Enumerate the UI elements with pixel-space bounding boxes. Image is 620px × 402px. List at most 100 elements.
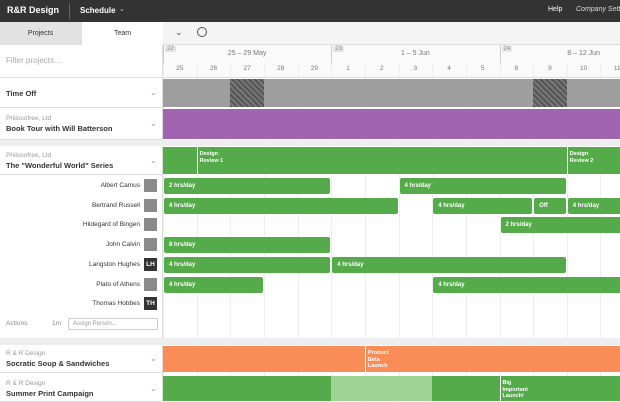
project-client: Philosofree, Ltd [6, 151, 52, 159]
booking-bar[interactable]: 4 hrs/day [433, 276, 620, 293]
menu-caret: ⌄ [119, 6, 125, 13]
left-border [162, 45, 163, 402]
date-header [163, 45, 620, 78]
avatar: LH [144, 257, 157, 271]
project-title[interactable]: Time Off [6, 89, 37, 98]
week-number: 24 [501, 46, 513, 52]
day-label: 10 [580, 65, 588, 72]
day-label: 9 [548, 65, 552, 72]
project-row [0, 146, 163, 175]
person-name: Langston Hughes [89, 260, 140, 268]
milestone-label: Design Review 2 [569, 151, 594, 164]
expand-caret[interactable]: ⌄ [150, 155, 157, 165]
collapse-icon[interactable]: ⌄ [175, 27, 183, 37]
booking-bar[interactable]: 4 hrs/day [399, 178, 566, 194]
milestone-label: Big Important Launch! [502, 380, 528, 399]
project-client: R & R Design [6, 379, 46, 387]
project-bar [163, 346, 620, 372]
day-label: 1 [346, 65, 350, 72]
day-line [465, 63, 467, 402]
actions-menu[interactable]: Actions [6, 320, 28, 327]
week-number: 22 [165, 46, 176, 52]
day-label: 26 [209, 65, 218, 72]
gap [0, 338, 620, 345]
project-row [0, 108, 163, 140]
booking-bar[interactable]: 2 hrs/day [164, 178, 331, 194]
day-label: 28 [277, 65, 285, 72]
filter-input[interactable]: Filter projects... [0, 45, 163, 78]
expand-caret[interactable]: ⌄ [150, 88, 157, 97]
day-label: 11 [613, 65, 620, 72]
expand-caret[interactable]: ⌄ [150, 354, 157, 363]
time-off-block [533, 79, 567, 107]
person-name: Bertrand Russell [91, 201, 140, 209]
project-row [0, 345, 163, 373]
week-number: 23 [333, 46, 344, 52]
time-off-block [230, 79, 264, 107]
milestone-line [196, 147, 198, 174]
person-name: Plato of Athens [96, 280, 140, 288]
menu[interactable]: Schedule [80, 6, 116, 15]
help[interactable]: Help [548, 6, 563, 13]
booking-bar[interactable]: 4 hrs/day [332, 256, 566, 273]
expand-caret[interactable]: ⌄ [150, 383, 157, 393]
day-label: 29 [310, 65, 319, 72]
day-line [297, 63, 299, 402]
day-label: 3 [413, 65, 418, 72]
booking-bar[interactable]: 4 hrs/day [164, 197, 398, 214]
project-title[interactable]: Book Tour with Will Batterson [6, 124, 113, 133]
milestone-line [566, 147, 568, 174]
project-title[interactable]: Summer Print Campaign [6, 388, 94, 398]
booking-bar[interactable]: 4 hrs/day [567, 197, 620, 214]
day-label: 2 [379, 65, 384, 72]
light-segment [331, 376, 433, 401]
project-row [0, 78, 163, 108]
booking-bar[interactable]: 2 hrs/day [500, 217, 620, 234]
brand[interactable]: R&R Design [7, 5, 60, 15]
week-range: 25 – 29 May [227, 50, 267, 57]
settings[interactable]: Company Settings [576, 6, 620, 13]
booking-bar[interactable]: 8 hrs/day [164, 237, 331, 254]
expand-caret[interactable]: ⌄ [150, 119, 157, 128]
day-line [398, 63, 400, 402]
clock-icon[interactable] [197, 27, 207, 37]
duration[interactable]: 1m [52, 320, 62, 327]
milestone-label: Design Review 1 [199, 151, 224, 164]
person-name: Albert Camus [100, 182, 140, 189]
day-line [263, 63, 265, 402]
gap [0, 140, 620, 146]
booking-bar[interactable]: Off [534, 197, 566, 214]
day-line [163, 63, 164, 402]
avatar: TH [144, 297, 157, 311]
booking-bar[interactable]: 4 hrs/day [164, 276, 263, 293]
week-range: 8 – 12 Jun [567, 50, 600, 57]
project-client: R & R Design [6, 350, 46, 357]
person-name: Thomas Hobbes [92, 300, 140, 308]
project-bar [163, 147, 620, 174]
assign-select[interactable]: Assign Person... [68, 318, 158, 330]
project-title[interactable]: The "Wonderful World" Series [6, 160, 114, 170]
day-line [499, 63, 501, 402]
project-title[interactable]: Socratic Soup & Sandwiches [6, 359, 110, 368]
person-name: Hildegard of Bingen [82, 221, 140, 229]
booking-bar[interactable]: 4 hrs/day [164, 256, 331, 273]
milestone-line [499, 376, 501, 401]
avatar [144, 238, 157, 252]
top-bar [0, 0, 620, 22]
separator [69, 3, 70, 19]
avatar [144, 198, 157, 212]
day-line [331, 63, 333, 402]
tab[interactable]: Team [81, 22, 163, 45]
day-line [196, 63, 198, 402]
day-label: 25 [176, 65, 184, 72]
day-line [230, 63, 232, 402]
project-bar [163, 109, 620, 139]
person-name: John Calvin [106, 241, 140, 249]
avatar [144, 277, 157, 291]
day-line [432, 63, 434, 402]
booking-bar[interactable]: 4 hrs/day [433, 197, 533, 214]
week-range: 1 – 5 Jun [400, 50, 430, 57]
tab[interactable]: Projects [0, 22, 81, 45]
day-label: 4 [447, 65, 451, 72]
day-label: 27 [243, 65, 251, 72]
